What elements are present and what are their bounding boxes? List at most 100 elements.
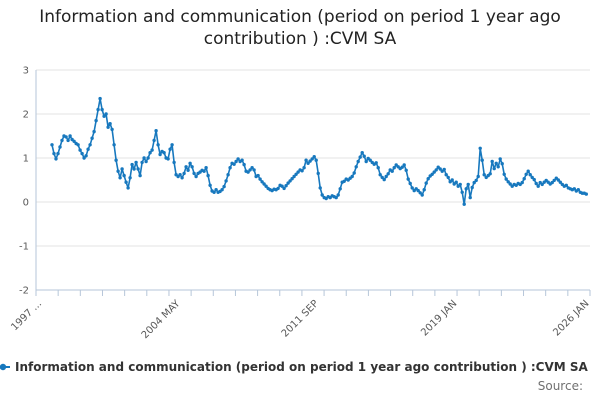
data-point [424, 181, 428, 185]
data-point [158, 152, 162, 157]
data-point [152, 138, 156, 143]
y-tick-label: 2 [23, 110, 29, 121]
data-point [78, 148, 82, 152]
data-point [374, 161, 378, 165]
data-point [168, 147, 172, 151]
data-point [284, 184, 288, 188]
data-point [144, 159, 148, 164]
data-point [264, 184, 268, 188]
data-point [312, 155, 316, 159]
data-point [490, 159, 494, 164]
data-point [232, 162, 236, 166]
data-point [402, 163, 406, 167]
data-point [384, 174, 388, 179]
data-point [220, 188, 224, 192]
data-point [444, 173, 448, 177]
data-point [300, 169, 304, 173]
data-point [464, 187, 468, 191]
data-point [252, 168, 256, 172]
data-point [192, 171, 196, 176]
data-point [408, 181, 412, 186]
data-point [162, 151, 166, 155]
data-point [470, 185, 474, 190]
data-point [150, 148, 154, 152]
data-point [208, 183, 212, 187]
data-point [564, 183, 568, 187]
data-point [86, 147, 90, 151]
data-point [262, 182, 266, 186]
data-point [94, 118, 98, 123]
data-point [166, 157, 170, 161]
data-point [418, 191, 422, 195]
data-point [572, 187, 576, 191]
data-point [422, 188, 426, 192]
data-point [310, 157, 314, 161]
data-point [498, 157, 502, 161]
data-point [432, 170, 436, 174]
data-point [336, 193, 340, 197]
data-point [360, 151, 364, 155]
data-point [142, 156, 146, 160]
data-point [524, 172, 528, 176]
data-point [576, 188, 580, 192]
data-point [410, 186, 414, 190]
data-point [206, 173, 210, 178]
data-point [156, 143, 160, 147]
data-point [178, 173, 182, 177]
data-point [84, 154, 88, 158]
data-point [316, 171, 320, 176]
x-tick-label: 2011 SEP [280, 298, 321, 339]
data-point [342, 179, 346, 183]
data-point [134, 160, 138, 165]
data-point [212, 190, 216, 194]
data-point [132, 167, 136, 171]
y-tick-label: -2 [19, 286, 29, 297]
data-point [180, 176, 184, 180]
data-point [364, 159, 368, 164]
data-point [450, 178, 454, 182]
x-tick-label: 2019 JAN [419, 298, 459, 338]
data-point [66, 138, 70, 143]
data-point [50, 143, 54, 147]
data-point [170, 143, 174, 147]
data-point [492, 166, 496, 171]
data-point [308, 159, 312, 163]
data-point [234, 159, 238, 164]
data-point [138, 173, 142, 178]
data-point [532, 177, 536, 182]
data-point [186, 168, 190, 172]
data-point [256, 173, 260, 178]
y-tick-label: -1 [19, 242, 29, 253]
data-point [404, 168, 408, 172]
data-point [506, 180, 510, 184]
data-point [520, 180, 524, 185]
data-point [468, 195, 472, 200]
data-point [90, 136, 94, 140]
data-point [108, 122, 112, 126]
data-point [258, 177, 262, 181]
data-point [378, 173, 382, 177]
data-point [434, 168, 438, 172]
data-point [458, 182, 462, 187]
data-point [124, 180, 128, 184]
data-point [508, 182, 512, 186]
data-point [380, 175, 384, 180]
data-point [56, 151, 60, 156]
data-point [314, 158, 318, 162]
data-point [246, 170, 250, 174]
data-point [240, 158, 244, 162]
data-point [530, 175, 534, 180]
data-point [320, 193, 324, 197]
data-point [184, 165, 188, 169]
y-tick-label: 0 [23, 198, 29, 209]
data-point [140, 160, 144, 165]
data-point [60, 138, 64, 143]
y-tick-label: 1 [23, 154, 29, 165]
data-point [172, 160, 176, 165]
data-point [306, 161, 310, 165]
data-point [536, 184, 540, 188]
data-point [446, 175, 450, 180]
data-point [558, 180, 562, 184]
data-point [122, 173, 126, 178]
